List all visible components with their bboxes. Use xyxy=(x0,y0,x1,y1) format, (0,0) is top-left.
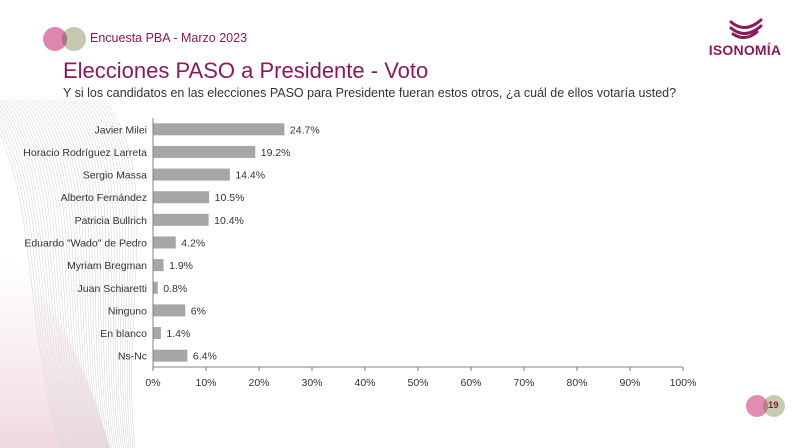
swirl-line xyxy=(98,99,132,448)
category-label: Eduardo "Wado" de Pedro xyxy=(24,238,147,250)
swirl-line xyxy=(75,99,118,448)
swirl-line xyxy=(0,133,61,448)
data-label: 14.4% xyxy=(235,170,265,182)
category-label: Patricia Bullrich xyxy=(75,215,148,227)
swirl-line xyxy=(11,99,80,448)
bar xyxy=(153,213,209,226)
swirl-line xyxy=(34,99,93,448)
swirl-line xyxy=(0,105,70,448)
swirl-line xyxy=(8,99,78,448)
swirl-line xyxy=(94,99,130,448)
bar xyxy=(153,168,230,181)
x-tick-label: 90% xyxy=(619,377,640,389)
x-tick-label: 70% xyxy=(513,377,534,389)
swirl-line xyxy=(21,99,86,448)
x-tick-label: 30% xyxy=(301,377,322,389)
swirl-line xyxy=(62,99,111,448)
data-label: 0.8% xyxy=(163,283,187,295)
data-label: 6% xyxy=(191,305,206,317)
x-tick-label: 100% xyxy=(670,377,697,389)
swirl-line xyxy=(5,99,76,448)
swirl-line xyxy=(85,99,124,448)
swirl-line xyxy=(43,99,99,448)
bar xyxy=(153,349,188,362)
x-tick-label: 60% xyxy=(460,377,481,389)
category-label: En blanco xyxy=(100,328,147,340)
x-tick-label: 20% xyxy=(248,377,269,389)
x-tick-label: 0% xyxy=(145,377,160,389)
swirl-line xyxy=(40,99,97,448)
page-number-circles-icon xyxy=(746,395,785,417)
bar xyxy=(153,259,164,272)
swirl-line xyxy=(82,99,122,448)
swirl-line xyxy=(0,126,63,448)
swirl-line xyxy=(14,99,82,448)
data-label: 24.7% xyxy=(290,124,320,136)
swirl-line xyxy=(104,99,138,448)
category-label: Juan Schiaretti xyxy=(78,283,147,295)
category-label: Ninguno xyxy=(108,305,147,317)
bar xyxy=(153,123,285,136)
data-label: 4.2% xyxy=(181,238,205,250)
swirl-line xyxy=(66,99,113,448)
swirl-line xyxy=(46,99,101,448)
swirl-line xyxy=(2,99,74,448)
data-label: 10.4% xyxy=(214,215,244,227)
bar xyxy=(153,327,161,340)
x-tick-label: 80% xyxy=(566,377,587,389)
category-label: Myriam Bregman xyxy=(67,260,147,272)
category-label: Sergio Massa xyxy=(83,170,147,182)
header-logo-circles-icon xyxy=(43,27,86,51)
category-label: Horacio Rodríguez Larreta xyxy=(23,147,147,159)
swirl-line xyxy=(56,99,107,448)
bar xyxy=(153,281,158,294)
category-label: Alberto Fernández xyxy=(61,192,147,204)
brand-logo: ISONOMÍA xyxy=(705,18,785,63)
data-label: 1.9% xyxy=(169,260,193,272)
swirl-line xyxy=(30,99,92,448)
brand-arcs-icon xyxy=(729,18,763,39)
data-label: 19.2% xyxy=(261,147,291,159)
data-label: 1.4% xyxy=(166,328,190,340)
x-tick-label: 50% xyxy=(407,377,428,389)
bar xyxy=(153,236,176,249)
brand-name: ISONOMÍA xyxy=(708,42,782,58)
swirl-line xyxy=(0,120,65,448)
bar xyxy=(153,304,186,317)
slide-title: Elecciones PASO a Presidente - Voto xyxy=(63,58,429,83)
page-number: 19 xyxy=(768,400,779,411)
x-tick-label: 10% xyxy=(195,377,216,389)
swirl-line xyxy=(0,100,72,448)
data-label: 10.5% xyxy=(215,192,245,204)
swirl-line xyxy=(91,99,128,448)
swirl-line xyxy=(18,99,84,448)
data-label: 6.4% xyxy=(193,351,217,363)
swirl-line xyxy=(59,99,109,448)
category-label: Ns-Nc xyxy=(118,351,147,363)
swirl-line xyxy=(24,99,88,448)
swirl-line xyxy=(88,99,126,448)
swirl-line xyxy=(0,115,67,448)
swirl-line xyxy=(101,99,135,448)
bar xyxy=(153,145,256,158)
swirl-line xyxy=(53,99,105,448)
survey-label: Encuesta PBA - Marzo 2023 xyxy=(90,31,248,45)
swirl-line xyxy=(37,99,95,448)
swirl-line xyxy=(27,99,90,448)
swirl-line xyxy=(0,110,68,448)
swirl-line xyxy=(50,99,103,448)
x-tick-label: 40% xyxy=(354,377,375,389)
slide-subtitle: Y si los candidatos en las elecciones PA… xyxy=(63,86,677,100)
swirl-line xyxy=(69,99,115,448)
category-label: Javier Milei xyxy=(94,124,147,136)
bar xyxy=(153,191,210,204)
swirl-line xyxy=(78,99,120,448)
swirl-line xyxy=(72,99,116,448)
